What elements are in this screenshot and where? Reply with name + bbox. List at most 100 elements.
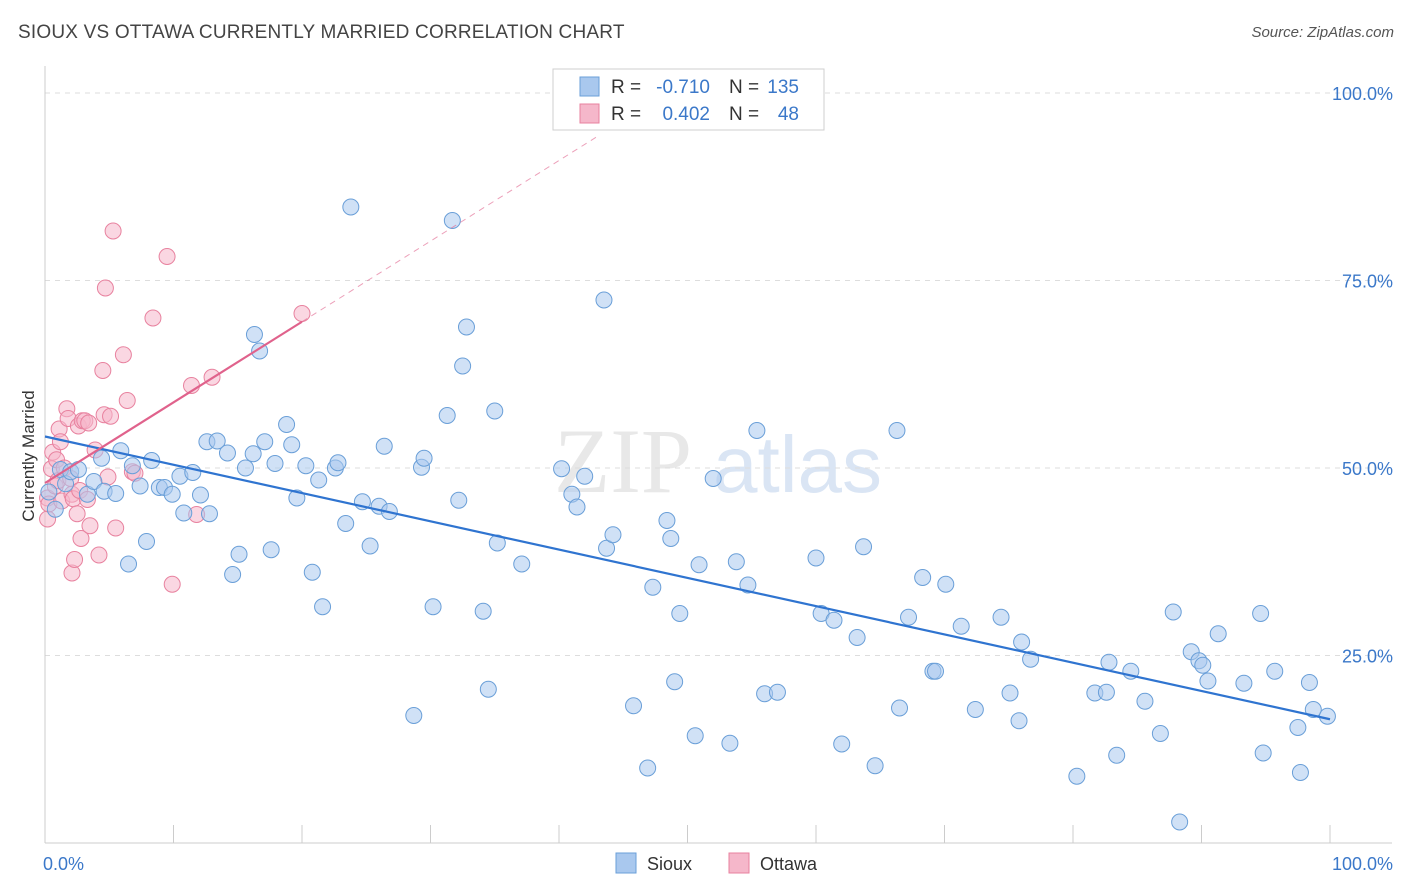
sioux-point <box>1252 605 1270 622</box>
sioux-point <box>266 455 284 472</box>
sioux-n-label: N = <box>729 77 759 98</box>
sioux-point <box>666 673 684 691</box>
y-tick-label: 100.0% <box>1332 84 1393 104</box>
sioux-point <box>927 662 945 680</box>
sioux-point <box>952 617 970 635</box>
sioux-point <box>568 498 586 516</box>
ottawa-r-value: 0.402 <box>662 104 710 125</box>
chart-title: SIOUX VS OTTAWA CURRENTLY MARRIED CORREL… <box>18 22 625 43</box>
sioux-point <box>245 326 263 343</box>
sioux-point <box>658 512 676 529</box>
sioux-point <box>1136 692 1154 710</box>
sioux-point <box>283 436 301 454</box>
ottawa-n-label: N = <box>729 104 759 125</box>
sioux-point <box>424 598 442 616</box>
legend-ottawa-label: Ottawa <box>760 854 818 874</box>
sioux-point <box>454 357 472 375</box>
ottawa-point <box>163 575 181 593</box>
sioux-point <box>138 533 156 550</box>
sioux-point <box>314 598 332 616</box>
sioux-point <box>690 556 708 574</box>
sioux-point <box>40 483 58 501</box>
sioux-point <box>93 449 111 467</box>
sioux-point <box>727 553 745 571</box>
ottawa-n-value: 48 <box>778 104 799 125</box>
sioux-point <box>1151 725 1169 742</box>
ottawa-point <box>293 305 311 322</box>
sioux-point <box>310 471 328 489</box>
sioux-point <box>662 530 680 547</box>
sioux-point <box>888 422 906 439</box>
sioux-point <box>175 504 193 522</box>
sioux-point <box>486 402 504 420</box>
stats-legend: R = -0.710 N = 135 R = 0.402 N = 48 <box>552 68 825 131</box>
sioux-point <box>1254 744 1272 762</box>
sioux-point <box>120 555 138 573</box>
sioux-point <box>361 537 379 555</box>
y-tick-label: 50.0% <box>1342 459 1393 479</box>
ottawa-trendline-extension <box>301 135 598 323</box>
sioux-point <box>288 489 306 507</box>
ottawa-point <box>94 362 112 379</box>
bottom-legend: Sioux Ottawa <box>615 852 818 874</box>
ottawa-point <box>102 407 120 425</box>
ottawa-swatch <box>579 103 600 124</box>
ottawa-point <box>144 309 162 327</box>
sioux-r-label: R = <box>611 77 641 98</box>
sioux-point <box>224 566 242 583</box>
sioux-point <box>123 457 141 475</box>
x-tick-labels: 0.0% 100.0% <box>43 854 1393 874</box>
y-tick-label: 75.0% <box>1342 272 1393 292</box>
sioux-point <box>704 470 722 487</box>
legend-ottawa-swatch <box>728 852 750 874</box>
sioux-point <box>914 569 932 586</box>
sioux-point <box>297 457 315 475</box>
sioux-point <box>450 491 468 509</box>
sioux-point <box>1108 746 1126 764</box>
sioux-point <box>191 486 209 504</box>
sioux-trendline <box>44 435 1331 721</box>
ottawa-point <box>96 279 114 297</box>
sioux-point <box>966 701 984 718</box>
trendlines <box>44 135 1331 721</box>
sioux-point <box>825 611 843 629</box>
sioux-point <box>721 734 739 752</box>
sioux-point <box>1304 701 1322 718</box>
ottawa-r-label: R = <box>611 104 641 125</box>
sioux-point <box>85 473 103 490</box>
sioux-point <box>1194 656 1212 674</box>
ottawa-point <box>99 468 117 486</box>
sioux-point <box>218 444 236 462</box>
ottawa-point <box>90 546 108 564</box>
sioux-point <box>900 608 918 626</box>
sioux-point <box>595 291 613 309</box>
sioux-point <box>375 437 393 455</box>
sioux-point <box>112 442 130 460</box>
legend-sioux-label: Sioux <box>647 854 692 874</box>
sioux-point <box>262 541 280 559</box>
sioux-point <box>1068 767 1086 785</box>
sioux-point <box>739 576 757 594</box>
sioux-point <box>415 449 433 467</box>
sioux-point <box>208 432 226 450</box>
sioux-point <box>107 485 125 502</box>
sioux-point <box>337 515 355 532</box>
sioux-point <box>1100 653 1118 671</box>
sioux-point <box>937 575 955 593</box>
watermark-atlas: atlas <box>713 420 882 509</box>
ottawa-point <box>80 414 98 432</box>
sioux-point <box>1266 662 1284 680</box>
sioux-point <box>1010 712 1028 730</box>
sioux-point <box>553 460 571 478</box>
sioux-point <box>303 563 321 581</box>
sioux-point <box>236 459 254 477</box>
sioux-point <box>329 454 347 472</box>
ottawa-point <box>104 222 122 240</box>
sioux-point <box>639 759 657 777</box>
sioux-point <box>1164 603 1182 621</box>
y-axis-label: Currently Married <box>19 390 38 521</box>
watermark: ZIP atlas <box>554 410 882 512</box>
ottawa-point <box>107 519 125 537</box>
ottawa-point <box>68 505 86 523</box>
